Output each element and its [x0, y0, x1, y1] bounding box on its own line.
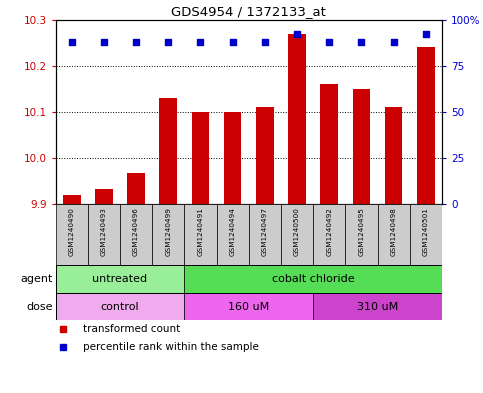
Bar: [256, 107, 274, 204]
Point: [357, 39, 365, 45]
Bar: [288, 33, 306, 204]
Bar: [385, 107, 402, 204]
Point: [229, 39, 237, 45]
Text: 160 uM: 160 uM: [228, 301, 270, 312]
Text: GSM1240492: GSM1240492: [326, 208, 332, 256]
Point: [422, 31, 430, 38]
Point: [261, 39, 269, 45]
Point: [197, 39, 204, 45]
Bar: [249, 204, 281, 265]
Bar: [345, 204, 378, 265]
Bar: [320, 84, 338, 204]
Text: dose: dose: [27, 301, 53, 312]
Bar: [281, 204, 313, 265]
Text: untreated: untreated: [92, 274, 147, 284]
Text: percentile rank within the sample: percentile rank within the sample: [83, 342, 258, 352]
Point: [132, 39, 140, 45]
Bar: [185, 265, 442, 293]
Text: GSM1240495: GSM1240495: [358, 208, 365, 256]
Text: GSM1240501: GSM1240501: [423, 208, 429, 256]
Bar: [185, 204, 216, 265]
Bar: [216, 204, 249, 265]
Bar: [95, 189, 113, 204]
Bar: [127, 173, 145, 204]
Text: control: control: [100, 301, 139, 312]
Text: transformed count: transformed count: [83, 324, 180, 334]
Text: GSM1240497: GSM1240497: [262, 208, 268, 256]
Bar: [192, 112, 209, 204]
Bar: [313, 204, 345, 265]
Bar: [378, 204, 410, 265]
Point: [100, 39, 108, 45]
Bar: [224, 112, 242, 204]
Text: GSM1240499: GSM1240499: [165, 208, 171, 256]
Text: agent: agent: [21, 274, 53, 284]
Bar: [417, 47, 435, 204]
Bar: [120, 204, 152, 265]
Text: GSM1240490: GSM1240490: [69, 208, 75, 256]
Point: [390, 39, 398, 45]
Text: GSM1240493: GSM1240493: [101, 208, 107, 256]
Text: 310 uM: 310 uM: [357, 301, 398, 312]
Point: [164, 39, 172, 45]
Point: [68, 39, 75, 45]
Text: GSM1240491: GSM1240491: [198, 208, 203, 256]
Bar: [56, 204, 88, 265]
Text: cobalt chloride: cobalt chloride: [272, 274, 355, 284]
Point: [326, 39, 333, 45]
Bar: [313, 293, 442, 320]
Bar: [185, 293, 313, 320]
Title: GDS4954 / 1372133_at: GDS4954 / 1372133_at: [171, 6, 326, 18]
Text: GSM1240496: GSM1240496: [133, 208, 139, 256]
Bar: [353, 89, 370, 204]
Bar: [56, 265, 185, 293]
Bar: [63, 195, 81, 204]
Point: [293, 31, 301, 38]
Text: GSM1240500: GSM1240500: [294, 208, 300, 256]
Text: GSM1240498: GSM1240498: [391, 208, 397, 256]
Bar: [159, 98, 177, 204]
Text: GSM1240494: GSM1240494: [229, 208, 236, 256]
Bar: [410, 204, 442, 265]
Bar: [152, 204, 185, 265]
Bar: [88, 204, 120, 265]
Bar: [56, 293, 185, 320]
